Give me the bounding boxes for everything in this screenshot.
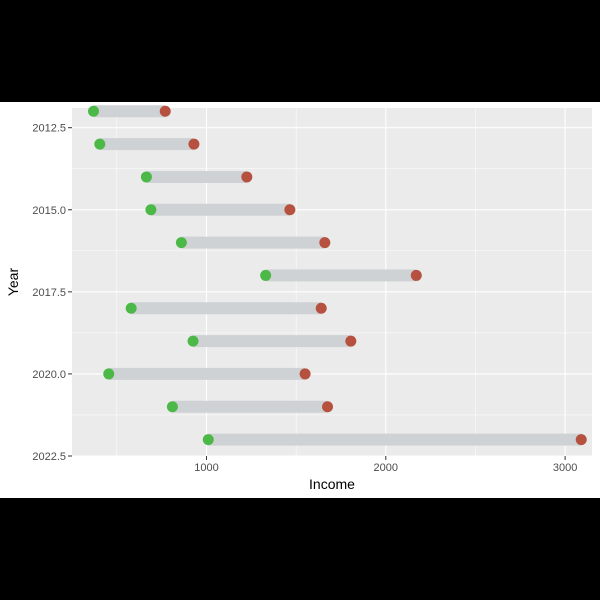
end-point: [188, 138, 200, 150]
y-tick-label: 2020.0: [32, 369, 66, 381]
start-point: [140, 171, 152, 183]
y-tick-label: 2012.5: [32, 123, 66, 135]
start-point: [166, 401, 178, 413]
end-point: [159, 105, 171, 117]
end-point: [319, 237, 331, 249]
x-axis: 1000 2000 3000: [194, 456, 577, 474]
end-point: [299, 368, 311, 380]
start-point: [125, 302, 137, 314]
start-point: [145, 204, 157, 216]
start-point: [187, 335, 199, 347]
y-tick-label: 2022.5: [32, 451, 66, 463]
y-axis: 2012.5 2015.0 2017.5 2020.0 2022.5: [32, 123, 72, 463]
y-axis-title: Year: [5, 268, 21, 297]
x-axis-title: Income: [309, 476, 355, 492]
plot-panel: [72, 108, 592, 456]
end-point: [315, 302, 327, 314]
range-segments: [93, 105, 582, 446]
end-point: [241, 171, 253, 183]
end-point: [322, 401, 334, 413]
endpoint-markers: [88, 105, 587, 446]
x-tick-label: 3000: [553, 462, 577, 474]
y-tick-label: 2015.0: [32, 205, 66, 217]
dumbbell-chart: 1000 2000 3000 2012.5 2015.0 2017.5 2020.0 202…: [5, 105, 592, 492]
minor-gridlines: [72, 108, 592, 456]
start-point: [94, 138, 106, 150]
end-point: [410, 269, 422, 281]
x-tick-label: 2000: [374, 462, 398, 474]
start-point: [103, 368, 115, 380]
start-point: [202, 434, 214, 446]
x-tick-label: 1000: [194, 462, 218, 474]
start-point: [175, 237, 187, 249]
y-tick-label: 2017.5: [32, 287, 66, 299]
end-point: [345, 335, 357, 347]
end-point: [575, 434, 587, 446]
end-point: [284, 204, 296, 216]
chart-figure: 1000 2000 3000 2012.5 2015.0 2017.5 2020.0 202…: [0, 102, 600, 498]
start-point: [88, 105, 100, 117]
start-point: [260, 269, 272, 281]
major-gridlines: [72, 108, 592, 457]
